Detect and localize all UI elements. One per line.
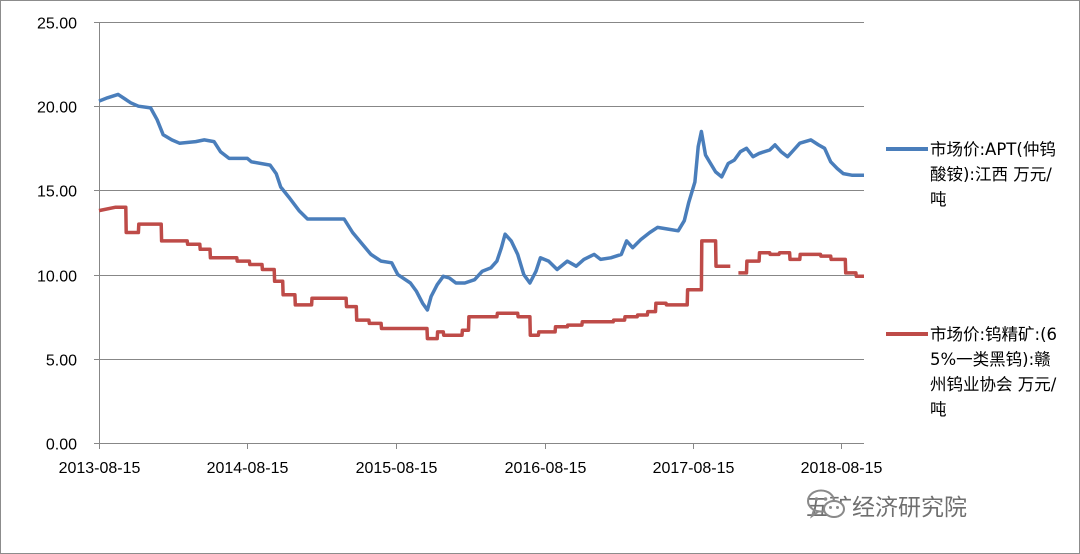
gridlines (99, 23, 864, 360)
x-tick-label-3: 2016-08-15 (505, 460, 587, 477)
legend-label-tungsten-concentrate: 市场价:钨精矿:(65%一类黑钨):赣州钨业协会 万元/吨 (930, 322, 1064, 422)
x-tick-label-1: 2014-08-15 (207, 460, 289, 477)
series-lines (99, 94, 864, 338)
x-tick-label-2: 2015-08-15 (356, 460, 438, 477)
wechat-logo-icon (806, 488, 846, 522)
x-tick-label-5: 2018-08-15 (801, 460, 883, 477)
y-tick-label-1: 5.00 (46, 353, 77, 370)
x-tick-label-4: 2017-08-15 (653, 460, 735, 477)
y-tick-label-3: 15.00 (37, 184, 77, 201)
x-tick-label-0: 2013-08-15 (59, 460, 141, 477)
y-tick-label-0: 0.00 (46, 437, 77, 454)
legend-swatch-apt (886, 147, 928, 151)
y-tick-label-2: 10.00 (37, 269, 77, 286)
legend-label-apt: 市场价:APT(仲钨酸铵):江西 万元/吨 (930, 137, 1062, 212)
y-tick-label-4: 20.00 (37, 100, 77, 117)
y-tick-label-5: 25.00 (37, 16, 77, 33)
x-axis-ticks: 2013-08-15 2014-08-15 2015-08-15 2016-08-15… (59, 443, 883, 477)
series-line-0 (99, 94, 864, 310)
watermark: 五矿经济研究院 (806, 488, 967, 522)
y-axis-ticks: 0.00 5.00 10.00 15.00 20.00 25.00 (37, 16, 99, 454)
legend-swatch-tungsten-concentrate (886, 332, 928, 336)
axes (99, 22, 864, 444)
